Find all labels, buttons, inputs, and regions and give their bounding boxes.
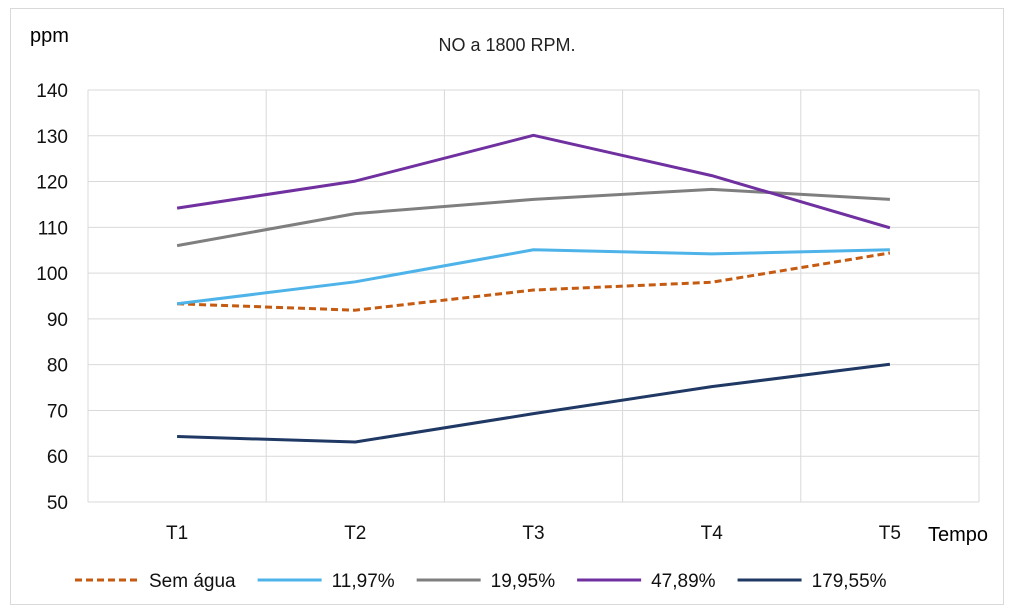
y-tick-label: 110 [38,218,68,239]
series-line [177,251,891,312]
y-tick-label: 130 [36,127,68,148]
x-tick-label: T5 [879,523,901,544]
y-tick-label: 100 [36,264,68,285]
chart-frame [10,8,1004,605]
series-line [176,133,891,230]
x-tick-labels: T1 T2 T3 T4 T5 [166,523,901,544]
y-tick-label: 50 [47,493,68,514]
chart-title: NO a 1800 RPM. [438,35,575,55]
series-lines [176,133,891,444]
y-tick-labels: 50 60 70 80 90 100 110 120 130 140 [36,81,68,514]
y-tick-label: 120 [36,173,68,194]
legend-label: 11,97% [332,571,395,592]
x-tick-label: T2 [344,523,366,544]
legend-label: 179,55% [812,571,887,592]
y-tick-label: 60 [47,447,68,468]
y-tick-label: 140 [36,81,68,102]
legend-label: Sem água [149,571,236,592]
legend-label: 19,95% [491,571,556,592]
y-tick-label: 80 [47,356,68,377]
x-tick-label: T1 [166,523,188,544]
y-tick-label: 90 [47,310,68,331]
x-tick-label: T4 [701,523,724,544]
legend-label: 47,89% [651,571,716,592]
x-axis-label: Tempo [928,524,988,546]
y-tick-label: 70 [47,401,68,422]
x-tick-label: T3 [522,523,544,544]
legend: Sem água 11,97% 19,95% 47,89% 179,55% [75,571,887,592]
series-line [176,248,890,306]
gridlines [87,89,980,503]
y-axis-label: ppm [30,25,69,47]
series-line [177,362,891,444]
